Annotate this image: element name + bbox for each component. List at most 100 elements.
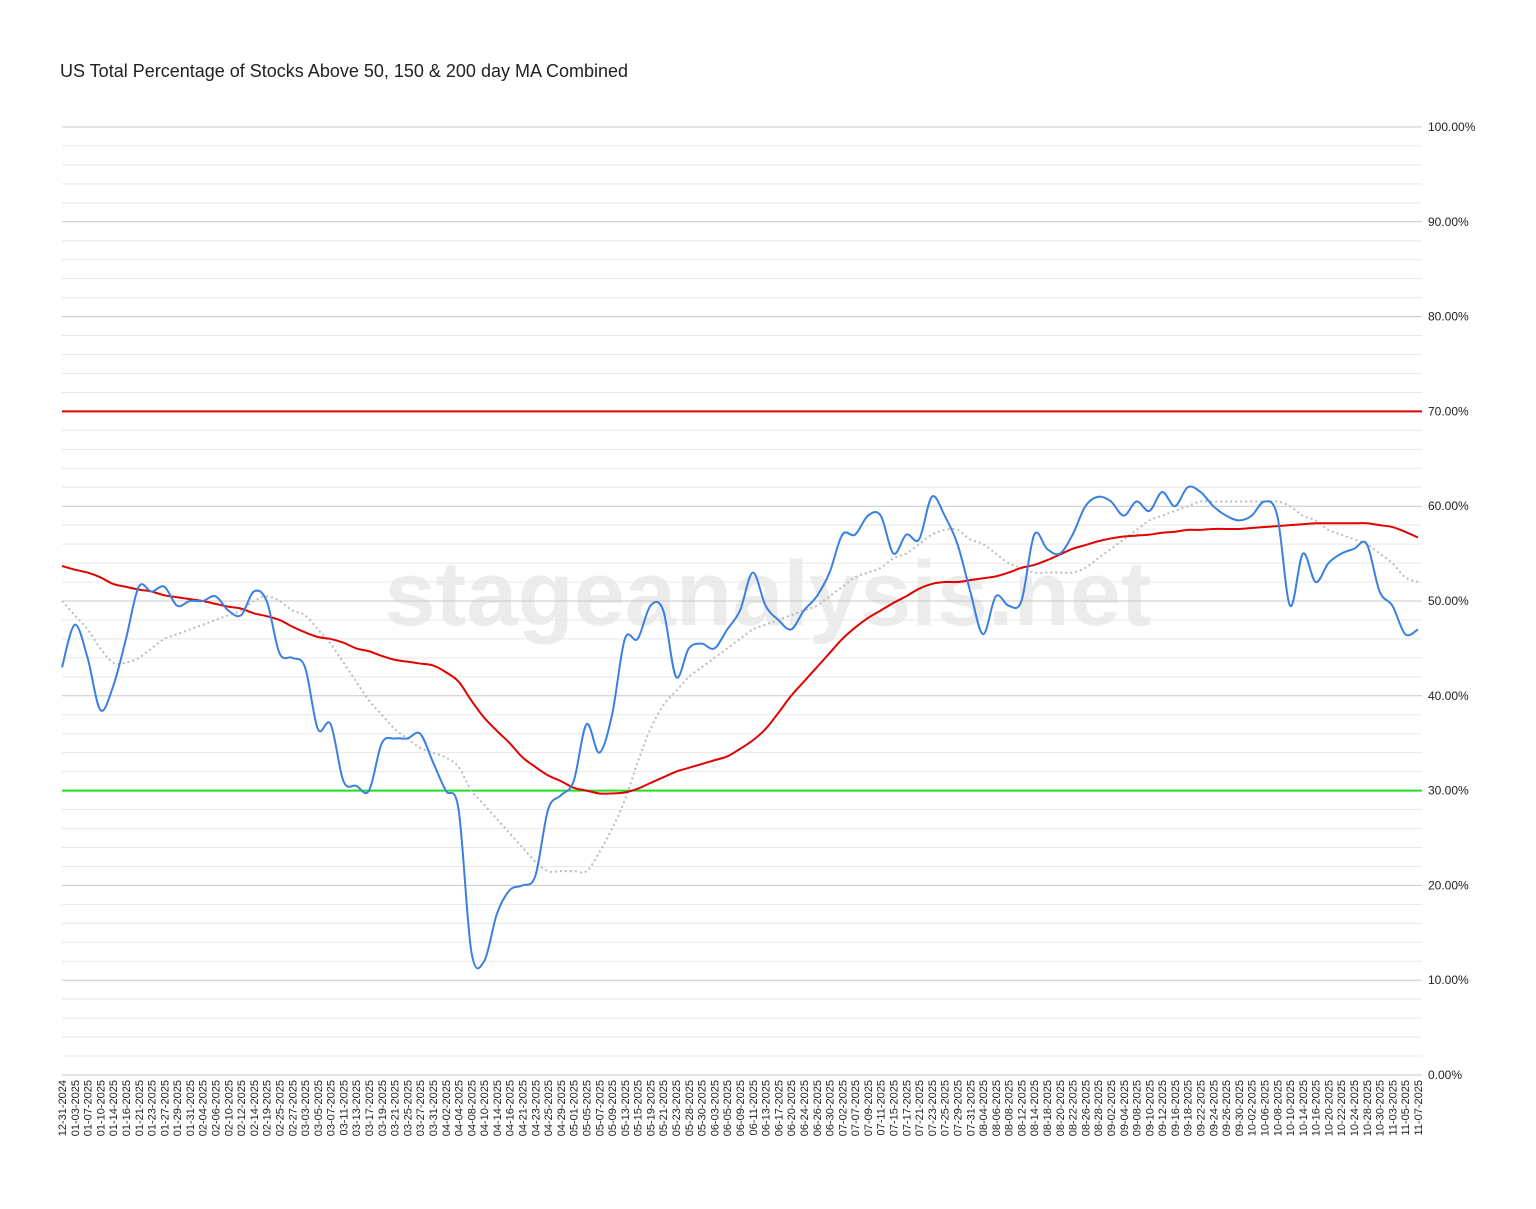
x-tick-label: 03-17-2025 xyxy=(364,1080,376,1136)
x-tick-label: 03-05-2025 xyxy=(313,1080,325,1136)
data-line xyxy=(61,500,1419,874)
y-tick-label: 0.00% xyxy=(1428,1068,1462,1082)
x-tick-label: 07-17-2025 xyxy=(901,1080,913,1136)
x-tick-label: 05-13-2025 xyxy=(620,1080,632,1136)
x-tick-label: 09-10-2025 xyxy=(1144,1080,1156,1136)
x-tick-label: 10-24-2025 xyxy=(1349,1080,1361,1136)
y-tick-label: 30.00% xyxy=(1428,784,1469,798)
y-tick-label: 80.00% xyxy=(1428,310,1469,324)
x-tick-label: 04-08-2025 xyxy=(466,1080,478,1136)
x-tick-label: 07-21-2025 xyxy=(914,1080,926,1136)
x-tick-label: 09-16-2025 xyxy=(1170,1080,1182,1136)
x-tick-label: 01-23-2025 xyxy=(147,1080,159,1136)
x-tick-label: 02-14-2025 xyxy=(249,1080,261,1136)
y-tick-label: 60.00% xyxy=(1428,499,1469,513)
x-tick-label: 04-16-2025 xyxy=(505,1080,517,1136)
x-tick-label: 08-04-2025 xyxy=(978,1080,990,1136)
x-tick-label: 07-07-2025 xyxy=(850,1080,862,1136)
x-tick-label: 02-06-2025 xyxy=(211,1080,223,1136)
x-tick-label: 05-01-2025 xyxy=(569,1080,581,1136)
x-tick-label: 03-27-2025 xyxy=(415,1080,427,1136)
x-tick-label: 01-10-2025 xyxy=(95,1080,107,1136)
x-tick-label: 04-02-2025 xyxy=(441,1080,453,1136)
x-tick-label: 08-08-2025 xyxy=(1004,1080,1016,1136)
x-tick-label: 04-10-2025 xyxy=(479,1080,491,1136)
x-tick-label: 04-25-2025 xyxy=(543,1080,555,1136)
x-tick-label: 06-30-2025 xyxy=(825,1080,837,1136)
x-tick-label: 09-26-2025 xyxy=(1221,1080,1233,1136)
x-tick-label: 03-19-2025 xyxy=(377,1080,389,1136)
x-tick-label: 05-07-2025 xyxy=(594,1080,606,1136)
x-tick-label: 11-05-2025 xyxy=(1400,1080,1412,1135)
x-tick-label: 04-23-2025 xyxy=(530,1080,542,1136)
x-tick-label: 01-21-2025 xyxy=(134,1080,146,1136)
x-tick-label: 03-13-2025 xyxy=(351,1080,363,1136)
x-tick-label: 05-21-2025 xyxy=(658,1080,670,1136)
x-tick-label: 10-28-2025 xyxy=(1362,1080,1374,1136)
x-tick-label: 02-25-2025 xyxy=(274,1080,286,1136)
x-tick-label: 01-16-2025 xyxy=(121,1080,133,1136)
x-tick-label: 10-30-2025 xyxy=(1375,1080,1387,1136)
x-tick-label: 11-07-2025 xyxy=(1413,1080,1425,1135)
x-tick-label: 07-15-2025 xyxy=(889,1080,901,1136)
x-tick-label: 01-29-2025 xyxy=(172,1080,184,1136)
x-tick-label: 03-21-2025 xyxy=(390,1080,402,1136)
x-tick-label: 06-03-2025 xyxy=(709,1080,721,1136)
x-tick-label: 12-31-2024 xyxy=(57,1080,69,1136)
x-tick-label: 09-30-2025 xyxy=(1234,1080,1246,1136)
x-tick-label: 01-31-2025 xyxy=(185,1080,197,1136)
x-tick-label: 06-17-2025 xyxy=(773,1080,785,1136)
x-tick-label: 09-24-2025 xyxy=(1208,1080,1220,1136)
x-tick-label: 02-10-2025 xyxy=(223,1080,235,1136)
x-tick-label: 08-26-2025 xyxy=(1080,1080,1092,1136)
x-tick-label: 08-12-2025 xyxy=(1016,1080,1028,1136)
x-tick-label: 06-13-2025 xyxy=(761,1080,773,1136)
y-tick-label: 10.00% xyxy=(1428,973,1469,987)
y-tick-label: 50.00% xyxy=(1428,594,1469,608)
watermark: stageanalysis.net xyxy=(384,543,1151,645)
x-tick-label: 01-03-2025 xyxy=(70,1080,82,1136)
x-tick-label: 06-24-2025 xyxy=(799,1080,811,1136)
x-tick-label: 08-28-2025 xyxy=(1093,1080,1105,1136)
x-tick-label: 06-26-2025 xyxy=(812,1080,824,1136)
x-tick-label: 03-03-2025 xyxy=(300,1080,312,1136)
x-tick-label: 09-18-2025 xyxy=(1183,1080,1195,1136)
x-tick-label: 10-10-2025 xyxy=(1285,1080,1297,1136)
x-tick-label: 06-20-2025 xyxy=(786,1080,798,1136)
x-tick-label: 09-08-2025 xyxy=(1132,1080,1144,1136)
x-tick-label: 10-20-2025 xyxy=(1323,1080,1335,1136)
x-tick-label: 10-02-2025 xyxy=(1247,1080,1259,1136)
x-tick-label: 10-08-2025 xyxy=(1272,1080,1284,1136)
x-tick-label: 05-19-2025 xyxy=(645,1080,657,1136)
x-tick-label: 07-31-2025 xyxy=(965,1080,977,1136)
x-tick-label: 03-25-2025 xyxy=(402,1080,414,1136)
x-tick-label: 04-04-2025 xyxy=(454,1080,466,1136)
x-tick-label: 10-14-2025 xyxy=(1298,1080,1310,1136)
chart-title: US Total Percentage of Stocks Above 50, … xyxy=(60,61,628,81)
x-tick-label: 02-19-2025 xyxy=(262,1080,274,1136)
x-tick-label: 09-02-2025 xyxy=(1106,1080,1118,1136)
x-tick-label: 05-23-2025 xyxy=(671,1080,683,1136)
x-tick-label: 07-23-2025 xyxy=(927,1080,939,1136)
x-tick-label: 01-07-2025 xyxy=(83,1080,95,1136)
x-tick-label: 03-31-2025 xyxy=(428,1080,440,1136)
x-tick-label: 02-27-2025 xyxy=(287,1080,299,1136)
x-tick-label: 01-14-2025 xyxy=(108,1080,120,1136)
x-tick-label: 06-05-2025 xyxy=(722,1080,734,1136)
x-tick-label: 10-06-2025 xyxy=(1259,1080,1271,1136)
x-tick-label: 03-07-2025 xyxy=(326,1080,338,1136)
x-tick-label: 07-25-2025 xyxy=(940,1080,952,1136)
x-tick-label: 08-20-2025 xyxy=(1055,1080,1067,1136)
x-tick-label: 08-06-2025 xyxy=(991,1080,1003,1136)
x-tick-label: 06-09-2025 xyxy=(735,1080,747,1136)
y-tick-label: 20.00% xyxy=(1428,878,1469,892)
x-tick-label: 09-04-2025 xyxy=(1119,1080,1131,1136)
x-tick-label: 05-15-2025 xyxy=(633,1080,645,1136)
y-tick-label: 100.00% xyxy=(1428,120,1476,134)
x-tick-label: 06-11-2025 xyxy=(748,1080,760,1135)
x-tick-label: 08-14-2025 xyxy=(1029,1080,1041,1136)
x-tick-label: 10-22-2025 xyxy=(1336,1080,1348,1136)
